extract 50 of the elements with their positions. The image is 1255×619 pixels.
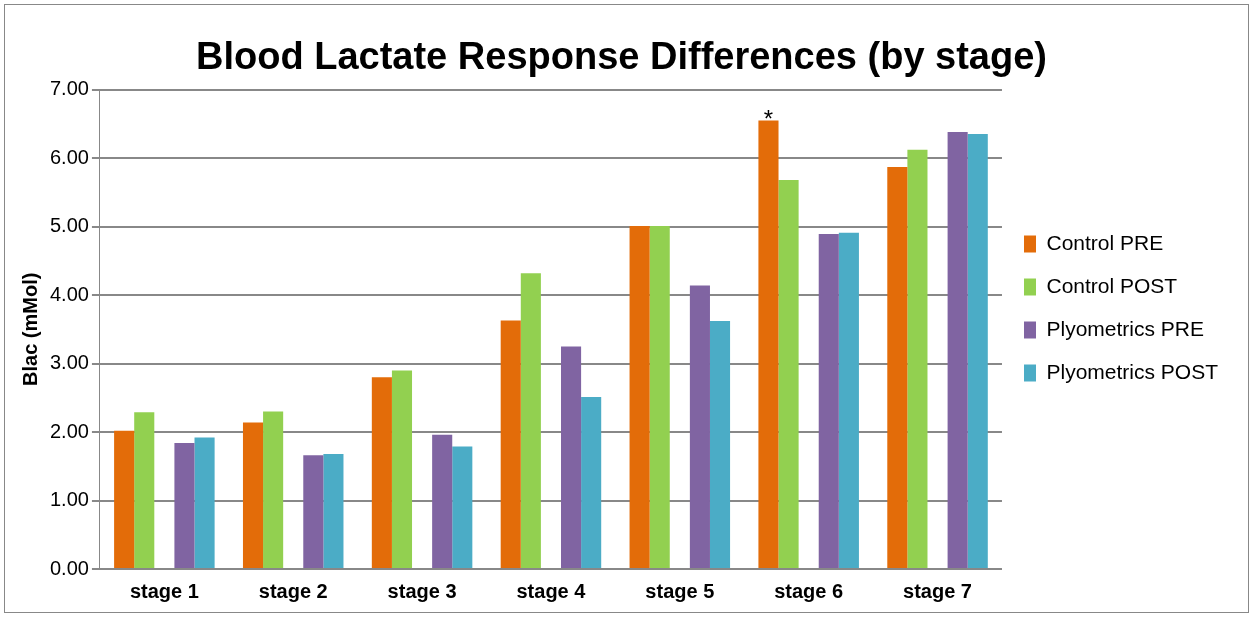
y-tick-label: 7.00 (49, 77, 89, 100)
bar (242, 422, 264, 568)
y-tick-label: 3.00 (49, 351, 89, 374)
y-tick-label: 5.00 (49, 214, 89, 237)
y-tick-label: 4.00 (49, 282, 89, 305)
bar (391, 370, 413, 568)
bar (371, 377, 392, 568)
y-tick-label: 1.00 (49, 488, 89, 511)
bar (629, 225, 650, 568)
bar (134, 412, 155, 568)
bar (649, 225, 670, 568)
legend-label: Control PRE (1046, 230, 1164, 254)
bar (967, 134, 988, 568)
bar (500, 320, 521, 568)
bar (947, 132, 968, 568)
bar (432, 434, 453, 568)
x-tick-label: stage 5 (645, 579, 715, 602)
bar (887, 166, 908, 568)
bar (114, 430, 135, 568)
legend-label: Plyometrics PRE (1046, 316, 1204, 340)
x-tick-label: stage 3 (387, 579, 457, 602)
x-tick-label: stage 7 (903, 579, 973, 602)
bar (194, 437, 215, 568)
y-tick-label: 6.00 (49, 145, 89, 168)
y-tick-label: 2.00 (49, 419, 89, 442)
x-tick-label: stage 4 (516, 579, 587, 602)
x-tick-label: stage 6 (774, 579, 844, 602)
bar (174, 442, 195, 568)
bar (323, 453, 344, 568)
bar (520, 273, 541, 568)
bar (689, 285, 710, 568)
bar (263, 411, 284, 568)
bar (778, 180, 799, 568)
annotation: * (763, 105, 774, 133)
chart-title: Blood Lactate Response Differences (by stage) (196, 35, 1047, 78)
y-axis-title: Blac (mMol) (18, 272, 41, 386)
bar (818, 234, 839, 568)
legend-label: Control POST (1046, 273, 1178, 297)
bar (907, 149, 928, 568)
bar (303, 455, 324, 568)
bar (709, 321, 731, 568)
y-tick-label: 0.00 (49, 556, 89, 579)
bar (838, 232, 859, 568)
legend-label: Plyometrics POST (1046, 359, 1219, 383)
bar (581, 397, 602, 568)
bar (452, 446, 473, 568)
bar (561, 346, 582, 568)
x-tick-label: stage 1 (129, 579, 199, 602)
bar (758, 120, 779, 568)
x-tick-label: stage 2 (258, 579, 328, 602)
